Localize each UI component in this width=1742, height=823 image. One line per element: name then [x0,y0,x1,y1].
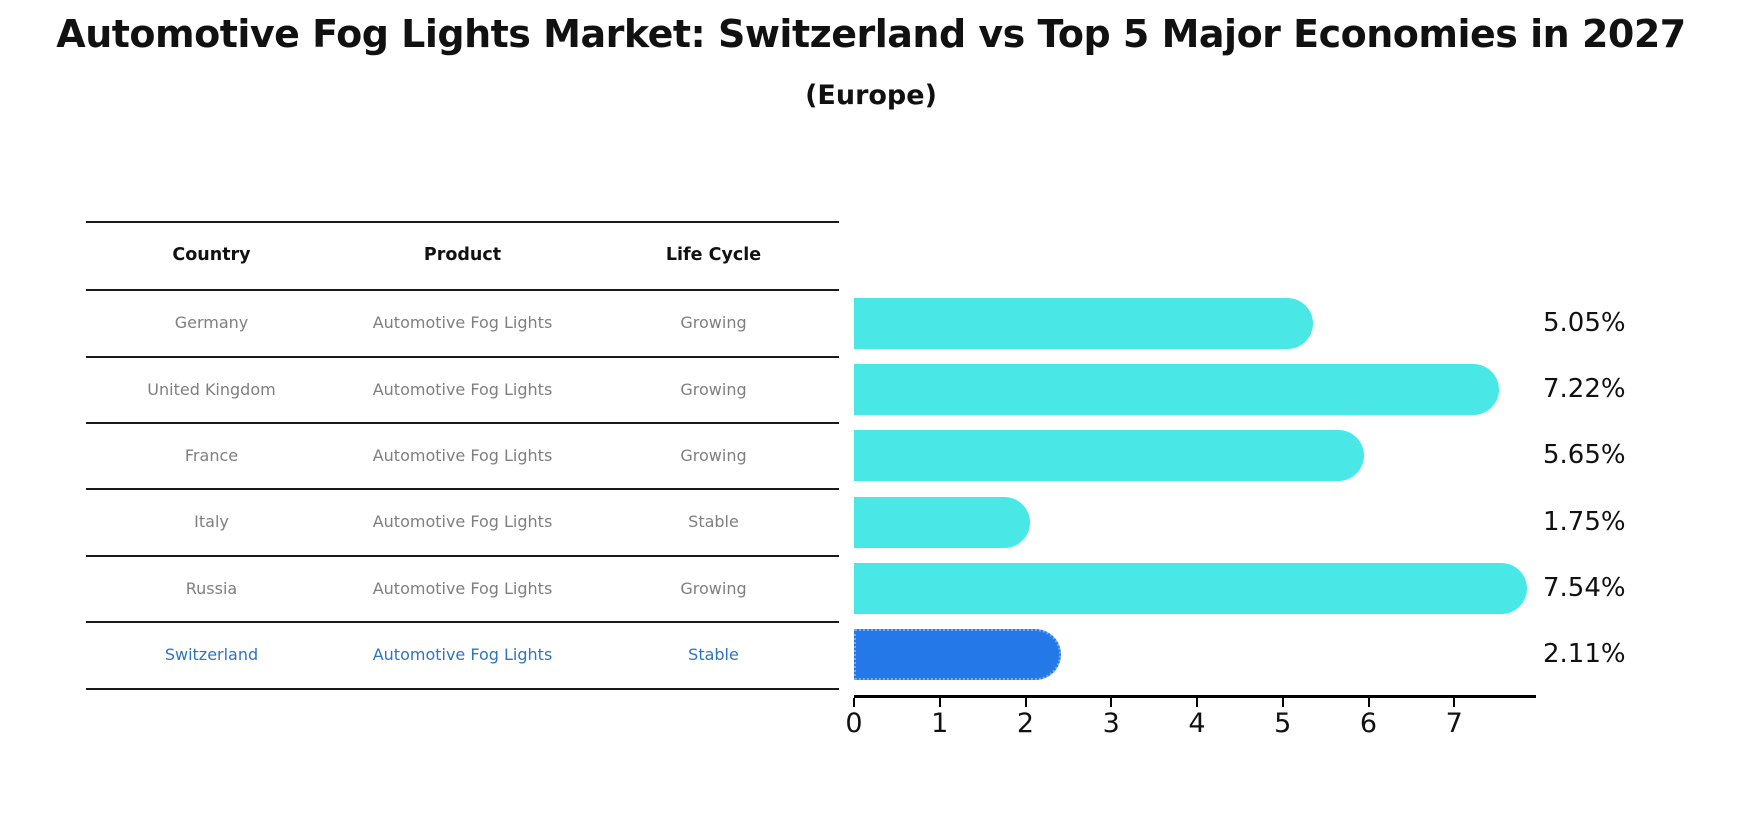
product-cell: Automotive Fog Lights [372,579,553,598]
x-axis-tick [1024,698,1027,707]
table-divider [86,555,839,557]
product-cell: Automotive Fog Lights [372,645,553,664]
bar-united-kingdom [854,364,1500,416]
table-row-united-kingdom: United Kingdom Automotive Fog Lights Gro… [86,379,839,401]
value-label-france: 5.65% [1543,440,1626,471]
x-axis-tick [1453,698,1456,707]
product-cell: Automotive Fog Lights [372,512,553,531]
value-label-italy: 1.75% [1543,506,1626,537]
x-axis-tick-label: 4 [1188,708,1206,739]
x-axis-tick-label: 2 [1016,708,1035,739]
table-divider [86,422,839,424]
x-axis-tick-label: 5 [1274,708,1292,739]
country-cell: Switzerland [164,645,259,664]
life-cycle-cell: Stable [688,645,739,664]
country-cell: France [184,446,239,465]
x-axis-tick-label: 0 [845,708,863,739]
page-title: Automotive Fog Lights Market: Switzerlan… [56,12,1686,56]
x-axis-tick [1110,698,1113,707]
table-divider [86,221,839,223]
life-cycle-cell: Growing [680,579,747,598]
bar-italy [854,496,1031,548]
table-divider [86,688,839,690]
life-cycle-cell: Stable [688,512,739,531]
bar-germany [854,298,1314,349]
product-cell: Automotive Fog Lights [372,446,553,465]
value-label-germany: 5.05% [1543,308,1626,338]
x-axis-tick-label: 6 [1359,708,1378,739]
table-row-italy: Italy Automotive Fog Lights Stable [86,511,839,533]
x-axis-tick [1281,698,1284,707]
country-cell: Russia [185,579,238,598]
x-axis-tick-label: 1 [931,708,949,739]
value-label-russia: 7.54% [1543,572,1626,603]
table-header-country: Country [172,245,251,265]
country-cell: Italy [194,512,229,531]
country-cell: Germany [174,313,249,332]
x-axis-tick-label: 7 [1445,708,1463,739]
product-cell: Automotive Fog Lights [372,380,553,399]
x-axis-tick [853,698,855,707]
product-cell: Automotive Fog Lights [372,313,553,332]
country-cell: United Kingdom [147,380,276,399]
bar-switzerland [854,629,1061,680]
table-header-life-cycle: Life Cycle [665,245,762,265]
x-axis-tick-label: 3 [1102,708,1120,739]
bar-chart: 5.05% 7.22% 5.65% 1.75% 7.54% 2.11% [845,0,1742,823]
x-axis-tick [1367,698,1370,707]
table-divider [86,289,839,291]
table-row-france: France Automotive Fog Lights Growing [86,445,839,467]
life-cycle-cell: Growing [680,380,747,399]
table-row-russia: Russia Automotive Fog Lights Growing [86,578,839,600]
value-label-united-kingdom: 7.22% [1543,374,1626,405]
table-row-germany: Germany Automotive Fog Lights Growing [86,312,839,334]
table-divider [86,621,839,623]
bar-france [854,430,1365,482]
value-label-switzerland: 2.11% [1543,639,1626,669]
x-axis-tick [1196,698,1198,707]
bar-russia [854,562,1527,614]
life-cycle-cell: Growing [680,313,747,332]
table-header-row: Country Product Life Cycle [86,244,839,266]
table-divider [86,356,839,358]
life-cycle-cell: Growing [680,446,747,465]
x-axis-line [854,695,1536,698]
table-row-switzerland: Switzerland Automotive Fog Lights Stable [86,644,839,666]
page-subtitle: (Europe) [805,80,937,111]
table-divider [86,488,839,490]
x-axis-tick [938,698,941,707]
table-header-product: Product [423,245,502,265]
